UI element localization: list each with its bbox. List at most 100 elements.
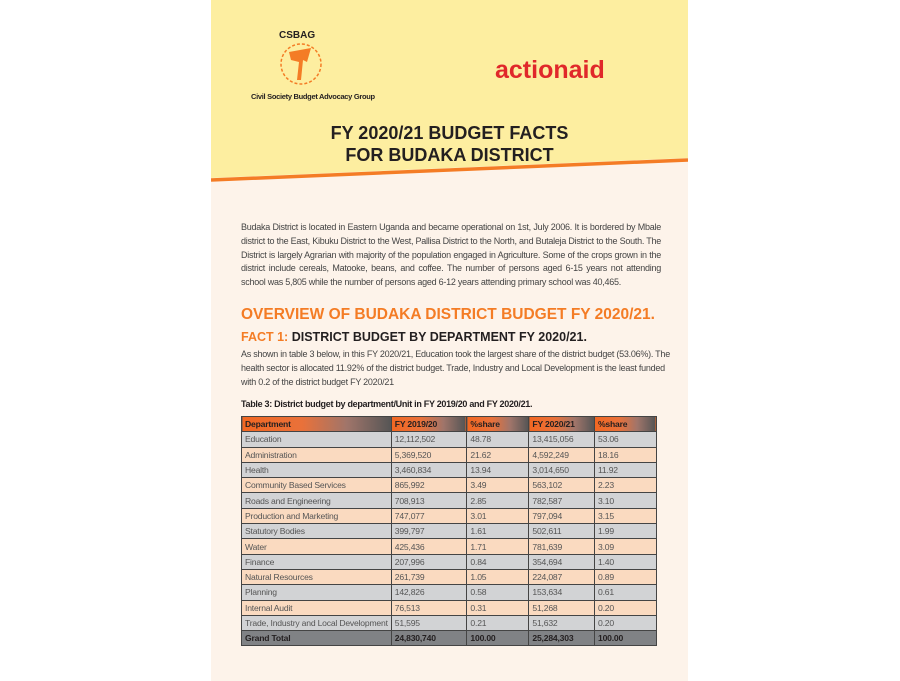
table-cell: 207,996 [390, 553, 468, 570]
table-cell: 425,436 [390, 538, 468, 555]
table-cell: 354,694 [528, 553, 595, 570]
table-cell: 3.01 [466, 507, 530, 525]
table-cell: Community Based Services [241, 477, 392, 494]
table-cell: 51,632 [528, 614, 595, 632]
table-cell: 747,077 [390, 507, 468, 525]
table-row: Education 12,112,502 48.78 13,415,056 53.06 [241, 431, 658, 448]
page-title: FY 2020/21 BUDGET FACTS FOR BUDAKA DISTR… [211, 122, 688, 166]
table-cell: 1.05 [466, 568, 530, 586]
table-row: Internal Audit 76,513 0.31 51,268 0.20 [241, 599, 658, 616]
total-cell: 25,284,303 [528, 630, 595, 647]
table-cell: 3,460,834 [390, 461, 468, 479]
column-header: %share [466, 415, 530, 433]
table-row: Finance 207,996 0.84 354,694 1.40 [241, 553, 658, 570]
document-page: CSBAG Civil Society Budget Advocacy Grou… [211, 0, 688, 681]
table-cell: 3.09 [593, 538, 658, 555]
table-row: Planning 142,826 0.58 153,634 0.61 [241, 584, 658, 601]
table-cell: Internal Audit [241, 599, 392, 616]
table-cell: 1.40 [593, 553, 658, 570]
table-cell: 153,634 [528, 584, 595, 601]
table-row: Natural Resources 261,739 1.05 224,087 0.89 [241, 568, 658, 586]
table-cell: 224,087 [528, 568, 595, 586]
table-cell: 3.49 [466, 477, 530, 494]
table-cell: 502,611 [528, 523, 595, 540]
grand-total-row: Grand Total 24,830,740 100.00 25,284,303 100… [241, 630, 658, 647]
table-cell: 11.92 [593, 461, 658, 479]
fact-label: FACT 1: [241, 330, 289, 344]
title-line-2: FOR BUDAKA DISTRICT [345, 145, 554, 165]
table-cell: 0.61 [593, 584, 658, 601]
table-header-row: Department FY 2019/20 %share FY 2020/21 %sha… [241, 415, 658, 433]
table-cell: 1.99 [593, 523, 658, 540]
title-line-1: FY 2020/21 BUDGET FACTS [330, 123, 569, 143]
table-cell: 1.61 [466, 523, 530, 540]
table-row: Statutory Bodies 399,797 1.61 502,611 1.99 [241, 523, 658, 540]
table-cell: 142,826 [390, 584, 468, 601]
table-cell: 76,513 [390, 599, 468, 616]
table-cell: Roads and Engineering [241, 492, 392, 509]
table-cell: 48.78 [466, 431, 530, 448]
table-cell: 797,094 [528, 507, 595, 525]
total-cell: 24,830,740 [390, 630, 468, 647]
table-cell: 13,415,056 [528, 431, 595, 448]
table-cell: 865,992 [390, 477, 468, 494]
table-cell: 3,014,650 [528, 461, 595, 479]
table-cell: Statutory Bodies [241, 523, 392, 540]
csbag-logo: CSBAG [269, 22, 349, 92]
fact-paragraph: As shown in table 3 below, in this FY 20… [241, 349, 670, 387]
table-cell: 0.84 [466, 553, 530, 570]
table-cell: 708,913 [390, 492, 468, 509]
table-cell: 51,595 [390, 614, 468, 632]
table-cell: 2.23 [593, 477, 658, 494]
table-row: Water 425,436 1.71 781,639 3.09 [241, 538, 658, 555]
column-header: FY 2020/21 [528, 415, 595, 433]
table-cell: 0.20 [593, 614, 658, 632]
table-cell: 563,102 [528, 477, 595, 494]
table-cell: 3.15 [593, 507, 658, 525]
table-cell: Trade, Industry and Local Development [241, 614, 392, 632]
table-cell: 0.31 [466, 599, 530, 616]
table-row: Production and Marketing 747,077 3.01 797,0… [241, 507, 658, 525]
table-cell: 5,369,520 [390, 446, 468, 463]
table-cell: 1.71 [466, 538, 530, 555]
table-cell: 781,639 [528, 538, 595, 555]
table-caption: Table 3: District budget by department/U… [241, 399, 533, 409]
column-header: FY 2019/20 [390, 415, 468, 433]
total-cell: 100.00 [593, 630, 658, 647]
table-cell: 53.06 [593, 431, 658, 448]
table-cell: Planning [241, 584, 392, 601]
table-cell: 12,112,502 [390, 431, 468, 448]
table-cell: 0.58 [466, 584, 530, 601]
table-cell: 51,268 [528, 599, 595, 616]
table-cell: Water [241, 538, 392, 555]
table-cell: Production and Marketing [241, 507, 392, 525]
table-cell: 3.10 [593, 492, 658, 509]
total-cell: Grand Total [241, 630, 392, 647]
table-row: Trade, Industry and Local Development 51,… [241, 614, 658, 632]
table-cell: Administration [241, 446, 392, 463]
column-header: Department [241, 415, 392, 433]
fact-heading: FACT 1: DISTRICT BUDGET BY DEPARTMENT FY… [241, 330, 587, 344]
table-cell: Health [241, 461, 392, 479]
table-row: Community Based Services 865,992 3.49 563,1… [241, 477, 658, 494]
overview-heading: OVERVIEW OF BUDAKA DISTRICT BUDGET FY 20… [241, 306, 655, 323]
fact-title: DISTRICT BUDGET BY DEPARTMENT FY 2020/21… [291, 330, 587, 344]
header-banner [211, 0, 688, 182]
table-cell: Education [241, 431, 392, 448]
column-header: %share [593, 415, 658, 433]
table-cell: 0.89 [593, 568, 658, 586]
table-cell: Finance [241, 553, 392, 570]
intro-paragraph: Budaka District is located in Eastern Ug… [241, 222, 661, 288]
table-cell: 18.16 [593, 446, 658, 463]
table-cell: 0.21 [466, 614, 530, 632]
table-cell: 399,797 [390, 523, 468, 540]
csbag-logo-text: CSBAG [279, 30, 315, 41]
table-cell: Natural Resources [241, 568, 392, 586]
table-row: Roads and Engineering 708,913 2.85 782,587 3… [241, 492, 658, 509]
actionaid-logo: actionaid [495, 56, 605, 84]
table-cell: 2.85 [466, 492, 530, 509]
csbag-tagline: Civil Society Budget Advocacy Group [251, 92, 375, 101]
table-cell: 782,587 [528, 492, 595, 509]
table-row: Administration 5,369,520 21.62 4,592,249 18.… [241, 446, 658, 463]
table-row: Health 3,460,834 13.94 3,014,650 11.92 [241, 461, 658, 479]
